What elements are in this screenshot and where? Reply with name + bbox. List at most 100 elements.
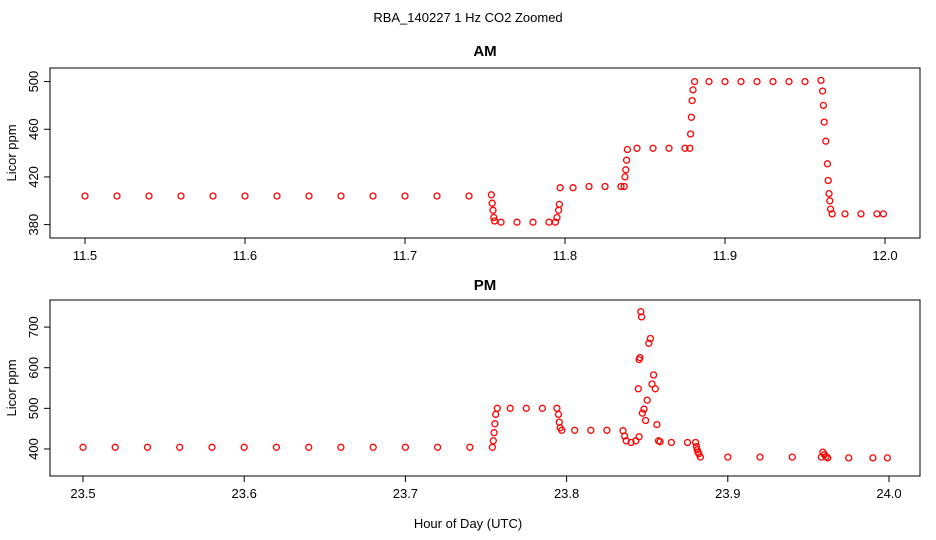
data-point xyxy=(487,191,496,199)
data-point xyxy=(241,192,249,200)
pm-x-axis: 23.5 23.6 23.7 23.8 23.9 24.0 xyxy=(70,475,902,501)
data-point xyxy=(538,404,547,412)
data-point xyxy=(603,426,611,434)
data-point xyxy=(401,443,410,451)
data-point xyxy=(634,385,642,393)
data-point xyxy=(785,77,793,86)
data-point xyxy=(571,426,579,434)
data-point xyxy=(826,197,834,205)
pm-panel-title: PM xyxy=(474,277,497,294)
am-panel-title: AM xyxy=(473,43,496,60)
y-tick-label: 500 xyxy=(26,71,41,93)
data-point xyxy=(665,144,673,152)
x-tick-label: 11.8 xyxy=(553,248,577,263)
data-point xyxy=(337,192,345,200)
figure-title: RBA_140227 1 Hz CO2 Zoomed xyxy=(373,10,562,25)
data-point xyxy=(817,76,825,85)
data-point xyxy=(569,184,577,192)
data-point xyxy=(822,137,830,145)
data-point xyxy=(879,210,888,218)
data-point xyxy=(369,443,377,451)
data-point xyxy=(587,426,595,434)
data-point xyxy=(273,192,281,200)
data-point xyxy=(176,443,184,451)
data-point xyxy=(705,77,713,86)
data-point xyxy=(143,443,152,451)
pm-y-axis-label: Licor ppm xyxy=(4,359,19,416)
data-point xyxy=(506,404,514,412)
x-tick-label: 23.9 xyxy=(715,486,740,501)
y-tick-label: 400 xyxy=(26,438,41,460)
x-tick-label: 12.0 xyxy=(872,248,897,263)
data-point xyxy=(488,199,496,207)
data-point xyxy=(529,218,537,226)
data-point xyxy=(490,213,498,222)
data-point xyxy=(620,432,629,440)
data-point xyxy=(513,218,521,226)
data-point xyxy=(585,182,593,191)
data-point xyxy=(240,443,248,451)
data-point xyxy=(721,77,729,86)
data-point xyxy=(145,192,153,200)
data-point xyxy=(823,160,832,168)
data-point xyxy=(696,453,705,461)
data-point xyxy=(493,404,501,412)
data-point xyxy=(369,192,377,200)
data-point xyxy=(111,443,119,451)
data-point xyxy=(651,385,659,393)
data-point xyxy=(627,438,635,447)
pm-panel: PM 23.5 23.6 23.7 23.8 23.9 24.0 400 500 600 700… xyxy=(4,277,921,501)
data-point xyxy=(667,438,676,447)
x-tick-label: 11.5 xyxy=(73,248,97,263)
data-point xyxy=(691,438,700,447)
data-point xyxy=(305,443,313,451)
data-point xyxy=(637,313,646,321)
data-point xyxy=(687,113,696,121)
data-point xyxy=(883,454,892,462)
data-point xyxy=(683,438,692,447)
y-tick-label: 700 xyxy=(26,316,41,338)
y-tick-label: 600 xyxy=(26,357,41,379)
data-point xyxy=(209,192,217,200)
data-point xyxy=(845,454,853,462)
data-point xyxy=(177,192,185,200)
data-point xyxy=(724,453,732,461)
data-point xyxy=(788,453,796,461)
am-panel: AM 11.5 11.6 11.7 11.8 11.9 12.0 380 420 460 500… xyxy=(4,43,921,263)
data-point xyxy=(681,144,689,152)
data-point xyxy=(686,130,695,138)
data-point xyxy=(305,192,313,200)
data-point xyxy=(636,353,644,362)
data-point xyxy=(433,443,442,451)
data-point xyxy=(646,334,655,343)
pm-y-axis: 400 500 600 700 xyxy=(26,316,51,460)
data-point xyxy=(489,437,497,445)
data-point xyxy=(873,210,881,218)
data-point xyxy=(841,210,849,218)
data-point xyxy=(601,182,609,191)
data-point xyxy=(648,380,656,388)
data-point xyxy=(633,144,641,152)
am-plot-frame xyxy=(49,67,921,239)
data-point xyxy=(637,308,645,316)
data-point xyxy=(801,77,809,86)
data-point xyxy=(554,206,563,214)
data-point xyxy=(656,438,664,446)
data-point xyxy=(640,405,648,413)
x-tick-label: 23.7 xyxy=(393,486,418,501)
data-point xyxy=(401,192,409,200)
data-point xyxy=(824,454,832,462)
am-y-axis: 380 420 460 500 xyxy=(26,71,51,235)
data-point xyxy=(638,409,647,417)
data-point xyxy=(689,86,697,94)
data-point xyxy=(208,443,216,451)
data-point xyxy=(819,101,828,110)
data-point xyxy=(491,420,499,428)
data-point xyxy=(690,77,699,86)
y-tick-label: 460 xyxy=(26,118,41,140)
data-point xyxy=(113,192,121,200)
data-point xyxy=(337,443,345,451)
data-point xyxy=(686,144,694,152)
data-point xyxy=(79,443,87,451)
x-tick-label: 11.7 xyxy=(393,248,417,263)
